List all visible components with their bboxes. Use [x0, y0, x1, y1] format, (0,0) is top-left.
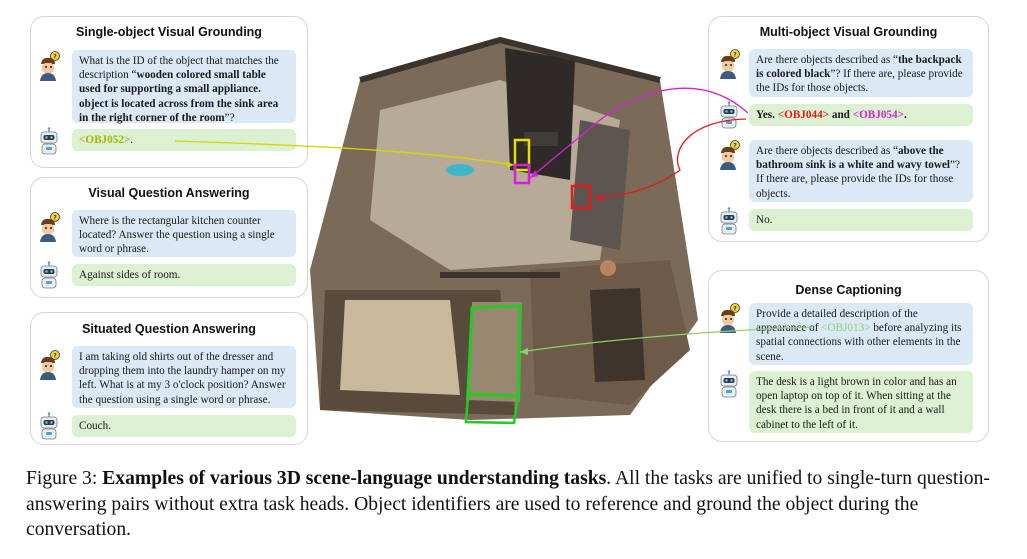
bbox-obj044: [570, 184, 592, 210]
svg-text:?: ?: [733, 143, 737, 150]
object-id-obj044: <OBJ044>: [777, 109, 830, 121]
user-avatar-icon: ?: [720, 140, 740, 170]
panel-situated-question-answering: Situated Question Answering ? I am takin…: [30, 312, 308, 445]
question-description: the backpack is colored black: [756, 54, 962, 81]
question-description: wooden colored small table used for supp…: [79, 69, 279, 124]
panel-title: Multi-object Visual Grounding: [759, 25, 938, 39]
answer-conjunction: and: [829, 109, 853, 121]
question-text: Are there objects described as “: [756, 54, 898, 66]
panel-single-object-grounding: Single-object Visual Grounding ? What is…: [30, 16, 308, 168]
scene-3d-reconstruction: [310, 36, 698, 425]
question-bubble: I am taking old shirts out of the dresse…: [72, 346, 296, 408]
user-avatar-icon: ?: [40, 212, 60, 242]
answer-text: Yes.: [756, 109, 778, 121]
question-bubble: Where is the rectangular kitchen counter…: [72, 210, 296, 257]
caption-bold: Examples of various 3D scene-language un…: [102, 468, 607, 489]
answer-suffix: .: [130, 134, 134, 146]
panel-visual-question-answering: Visual Question Answering ? Where is the…: [30, 177, 308, 298]
user-avatar-icon: ?: [40, 51, 60, 81]
scene-bed: [340, 300, 460, 395]
bbox-obj013-base: [464, 393, 520, 425]
svg-text:?: ?: [53, 353, 57, 360]
answer-bubble-1: Yes. <OBJ044> and <OBJ054>.: [749, 104, 973, 126]
question-suffix: ”? If there are, please provide the IDs …: [756, 68, 963, 95]
bbox-obj052: [513, 138, 531, 172]
caption-label: Figure 3:: [26, 468, 103, 489]
user-avatar-icon: ?: [720, 49, 740, 79]
answer-bubble: The desk is a light brown in color and h…: [749, 371, 973, 433]
object-id-obj054: <OBJ054>: [852, 109, 904, 121]
robot-avatar-icon: [40, 261, 58, 289]
question-bubble: Provide a detailed description of the ap…: [749, 303, 973, 365]
svg-text:?: ?: [733, 306, 737, 313]
panel-dense-captioning: Dense Captioning ? Provide a detailed de…: [708, 270, 989, 442]
answer-bubble: Couch.: [72, 415, 296, 437]
caption-text: . All the tasks are unified to single-tu…: [26, 468, 990, 540]
question-description: above the bathroom sink is a white and w…: [756, 145, 951, 172]
question-suffix: ”? If there are, please provide the IDs …: [756, 159, 960, 200]
object-id-obj013: <OBJ013>: [821, 322, 871, 335]
scene-blue-object: [446, 164, 474, 176]
question-bubble: What is the ID of the object that matche…: [72, 50, 296, 124]
question-bubble-1: Are there objects described as “the back…: [749, 49, 973, 97]
panel-multi-object-grounding: Multi-object Visual Grounding ? Are ther…: [708, 16, 989, 242]
robot-avatar-icon: [40, 412, 58, 440]
robot-avatar-icon: [720, 370, 738, 398]
robot-avatar-icon: [40, 127, 58, 155]
panel-title: Situated Question Answering: [82, 322, 256, 336]
figure-caption: Figure 3: Examples of various 3D scene-l…: [26, 466, 1001, 543]
answer-bubble: Against sides of room.: [72, 264, 296, 286]
question-text: What is the ID of the object that matche…: [79, 55, 279, 82]
question-bubble-2: Are there objects described as “above th…: [749, 140, 973, 202]
svg-text:?: ?: [53, 54, 57, 61]
scene-lamp: [600, 260, 616, 276]
svg-text:?: ?: [733, 52, 737, 59]
robot-avatar-icon: [720, 101, 738, 129]
scene-back-wall: [359, 36, 661, 83]
question-text: Are there objects described as “: [756, 145, 898, 157]
panel-title: Single-object Visual Grounding: [76, 25, 262, 39]
answer-suffix: .: [904, 109, 907, 121]
user-avatar-icon: ?: [40, 350, 60, 380]
scene-couch: [590, 288, 645, 382]
bbox-obj054: [513, 163, 531, 185]
object-id-obj052: <OBJ052>: [79, 134, 131, 146]
answer-bubble-2: No.: [749, 209, 973, 231]
scene-desk-area: [466, 302, 522, 402]
answer-bubble: <OBJ052>.: [72, 129, 296, 151]
svg-text:?: ?: [53, 215, 57, 222]
panel-title: Dense Captioning: [795, 283, 902, 297]
panel-title: Visual Question Answering: [88, 186, 250, 200]
question-suffix: ”?: [224, 111, 235, 124]
user-avatar-icon: ?: [720, 303, 740, 333]
robot-avatar-icon: [720, 207, 738, 235]
